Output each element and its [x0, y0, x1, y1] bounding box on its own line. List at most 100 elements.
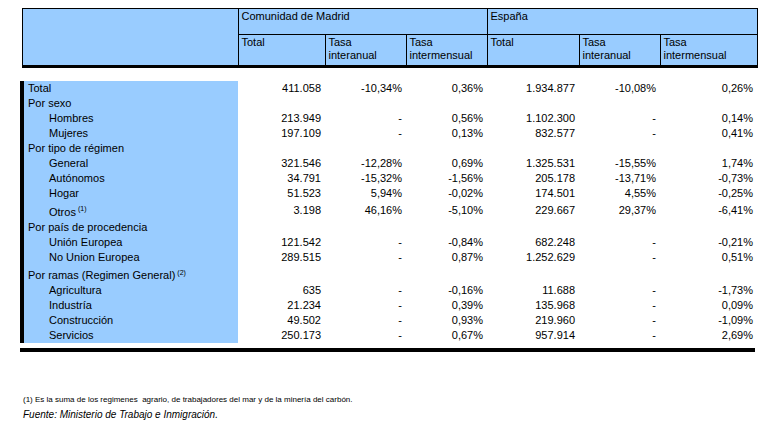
- cell-madrid-total: 635: [238, 283, 325, 298]
- cell-espana-total: 1.252.629: [487, 250, 579, 265]
- cell-madrid-total: 321.546: [238, 156, 325, 171]
- row-label: No Union Europea: [22, 250, 238, 265]
- cell-madrid-intermensual: -0,84%: [406, 235, 487, 250]
- row-label: Por tipo de régimen: [22, 141, 238, 156]
- cell-madrid-interanual: -: [325, 235, 406, 250]
- cell-madrid-intermensual: 0,69%: [406, 156, 487, 171]
- cell-madrid-intermensual: 0,39%: [406, 298, 487, 313]
- cell-madrid-total: 289.515: [238, 250, 325, 265]
- cell-espana-intermensual: [660, 96, 757, 111]
- cell-espana-intermensual: 2,69%: [660, 328, 757, 343]
- cell-espana-total: 1.102.300: [487, 111, 579, 126]
- cell-madrid-intermensual: -1,56%: [406, 171, 487, 186]
- cell-espana-intermensual: -1,73%: [660, 283, 757, 298]
- cell-madrid-total: 21.234: [238, 298, 325, 313]
- row-label: Servicios: [22, 328, 238, 343]
- row-label: Agricultura: [22, 283, 238, 298]
- cell-espana-intermensual: 0,51%: [660, 250, 757, 265]
- table-row: Por ramas (Regimen General)(2): [22, 265, 757, 284]
- cell-espana-total: [487, 96, 579, 111]
- cell-madrid-total: 51.523: [238, 186, 325, 201]
- cell-madrid-total: 213.949: [238, 111, 325, 126]
- cell-madrid-total: [238, 96, 325, 111]
- header-body-gap: [22, 67, 757, 82]
- cell-madrid-interanual: -: [325, 328, 406, 343]
- subheader-madrid-interanual: Tasa interanual: [325, 35, 406, 67]
- region-header-row: Comunidad de Madrid España: [22, 9, 757, 35]
- table-row: Hombres 213.949 - 0,56% 1.102.300 - 0,14…: [22, 111, 757, 126]
- subheader-espana-intermensual: Tasa intermensual: [660, 35, 757, 67]
- cell-madrid-total: 49.502: [238, 313, 325, 328]
- cell-espana-intermensual: 0,41%: [660, 126, 757, 141]
- row-label: Industría: [22, 298, 238, 313]
- cell-madrid-interanual: -: [325, 298, 406, 313]
- cell-espana-total: 1.325.531: [487, 156, 579, 171]
- cell-madrid-intermensual: [406, 220, 487, 235]
- cell-madrid-total: [238, 141, 325, 156]
- table-row: Por país de procedencia: [22, 220, 757, 235]
- subheader-espana-total: Total: [487, 35, 579, 67]
- cell-espana-interanual: [579, 265, 660, 284]
- footnote-1: (1) Es la suma de los regimenes agrario,…: [23, 392, 353, 407]
- cell-madrid-intermensual: -0,16%: [406, 283, 487, 298]
- cell-madrid-interanual: [325, 96, 406, 111]
- cell-espana-interanual: -: [579, 126, 660, 141]
- row-label: Hombres: [22, 111, 238, 126]
- region-header-madrid: Comunidad de Madrid: [238, 9, 487, 35]
- cell-madrid-intermensual: -5,10%: [406, 201, 487, 220]
- table-row: Industría 21.234 - 0,39% 135.968 - 0,09%: [22, 298, 757, 313]
- table-row: Mujeres 197.109 - 0,13% 832.577 - 0,41%: [22, 126, 757, 141]
- cell-espana-intermensual: [660, 265, 757, 284]
- row-label: Mujeres: [22, 126, 238, 141]
- cell-espana-intermensual: [660, 220, 757, 235]
- cell-espana-intermensual: -1,09%: [660, 313, 757, 328]
- cell-espana-intermensual: 0,14%: [660, 111, 757, 126]
- cell-madrid-interanual: [325, 265, 406, 284]
- cell-madrid-intermensual: 0,87%: [406, 250, 487, 265]
- cell-espana-intermensual: -0,73%: [660, 171, 757, 186]
- table-row: Agricultura 635 - -0,16% 11.688 - -1,73%: [22, 283, 757, 298]
- cell-espana-intermensual: -6,41%: [660, 201, 757, 220]
- cell-espana-interanual: -13,71%: [579, 171, 660, 186]
- cell-madrid-intermensual: 0,67%: [406, 328, 487, 343]
- cell-madrid-total: 3.198: [238, 201, 325, 220]
- cell-espana-total: 11.688: [487, 283, 579, 298]
- cell-madrid-intermensual: [406, 96, 487, 111]
- cell-espana-total: 229.667: [487, 201, 579, 220]
- row-label: Otros(1): [22, 201, 238, 220]
- cell-espana-intermensual: [660, 141, 757, 156]
- cell-madrid-intermensual: 0,13%: [406, 126, 487, 141]
- cell-espana-total: [487, 141, 579, 156]
- cell-madrid-interanual: -: [325, 283, 406, 298]
- row-label: Por ramas (Regimen General)(2): [22, 265, 238, 284]
- table-row: Autónomos 34.791 -15,32% -1,56% 205.178 …: [22, 171, 757, 186]
- cell-madrid-interanual: [325, 141, 406, 156]
- cell-madrid-interanual: [325, 220, 406, 235]
- cell-madrid-interanual: -12,28%: [325, 156, 406, 171]
- cell-espana-interanual: 29,37%: [579, 201, 660, 220]
- cell-espana-intermensual: -0,21%: [660, 235, 757, 250]
- row-label: General: [22, 156, 238, 171]
- cell-madrid-intermensual: [406, 141, 487, 156]
- table-row: Hogar 51.523 5,94% -0,02% 174.501 4,55% …: [22, 186, 757, 201]
- cell-espana-intermensual: -0,25%: [660, 186, 757, 201]
- cell-espana-total: 1.934.877: [487, 81, 579, 96]
- cell-espana-interanual: -: [579, 313, 660, 328]
- cell-espana-total: 135.968: [487, 298, 579, 313]
- source-line: Fuente: Ministerio de Trabajo e Inmigrac…: [23, 409, 218, 420]
- cell-espana-total: [487, 265, 579, 284]
- cell-madrid-intermensual: -0,02%: [406, 186, 487, 201]
- cell-espana-interanual: -: [579, 235, 660, 250]
- affiliates-table: Comunidad de Madrid España Total Tasa in…: [20, 8, 758, 343]
- row-label: Por sexo: [22, 96, 238, 111]
- cell-madrid-total: 250.173: [238, 328, 325, 343]
- row-label: Unión Europea: [22, 235, 238, 250]
- cell-madrid-interanual: -10,34%: [325, 81, 406, 96]
- subheader-madrid-intermensual: Tasa intermensual: [406, 35, 487, 67]
- cell-espana-total: 174.501: [487, 186, 579, 201]
- subheader-madrid-total: Total: [238, 35, 325, 67]
- cell-espana-interanual: 4,55%: [579, 186, 660, 201]
- table-bottom-rule: [20, 348, 755, 352]
- table-row: General 321.546 -12,28% 0,69% 1.325.531 …: [22, 156, 757, 171]
- cell-madrid-total: 411.058: [238, 81, 325, 96]
